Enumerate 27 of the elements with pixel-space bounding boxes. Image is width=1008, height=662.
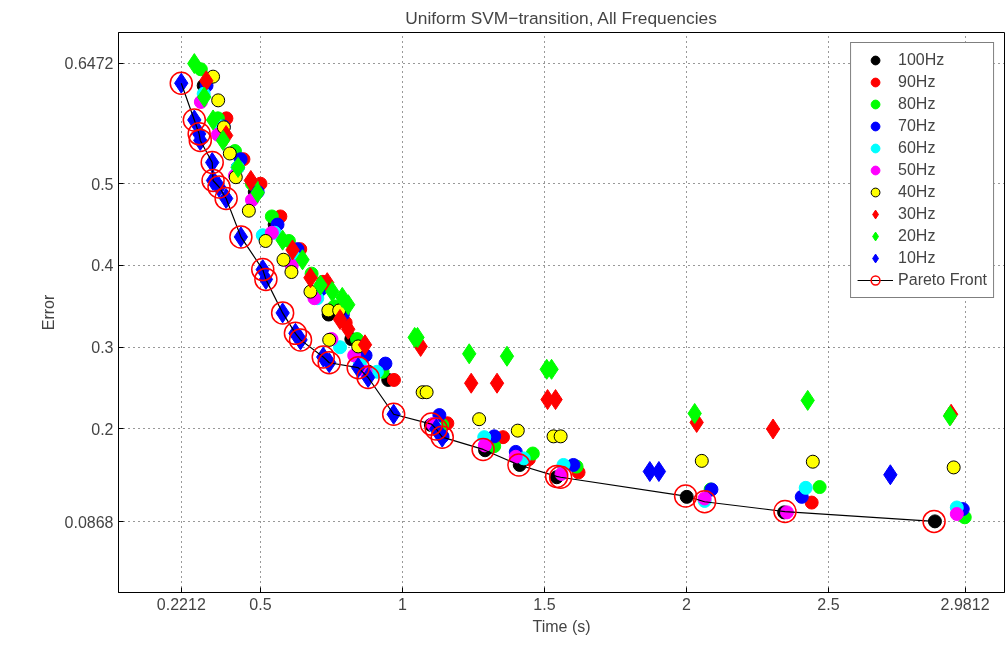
x-tick-label: 1.5 bbox=[533, 595, 556, 613]
legend-label: 90Hz bbox=[898, 73, 936, 91]
y-tick-label: 0.3 bbox=[91, 339, 114, 357]
x-axis-title: Time (s) bbox=[532, 617, 591, 635]
chart-title: Uniform SVM−transition, All Frequencies bbox=[405, 7, 718, 28]
legend-label: 50Hz bbox=[898, 161, 936, 179]
x-tick-label: 2 bbox=[682, 595, 691, 613]
y-tick-label: 0.5 bbox=[91, 175, 114, 193]
y-tick-label: 0.2 bbox=[91, 421, 114, 438]
legend-label: 80Hz bbox=[898, 95, 936, 113]
x-tick-label: 2.5 bbox=[817, 595, 840, 613]
x-tick-label: 0.5 bbox=[249, 595, 272, 613]
legend-label: 60Hz bbox=[898, 139, 936, 157]
legend-label: 70Hz bbox=[898, 117, 936, 135]
y-tick-label: 0.0868 bbox=[64, 513, 114, 531]
legend-label: 40Hz bbox=[898, 183, 936, 201]
x-tick-label: 2.9812 bbox=[940, 595, 990, 613]
y-axis-title: Error bbox=[39, 294, 57, 331]
legend-label: Pareto Front bbox=[898, 271, 987, 289]
legend-label: 20Hz bbox=[898, 227, 936, 245]
legend-label: 100Hz bbox=[898, 51, 945, 69]
y-tick-label: 0.4 bbox=[91, 257, 114, 275]
y-tick-label: 0.6472 bbox=[64, 55, 114, 73]
legend-label: 10Hz bbox=[898, 249, 936, 267]
legend-label: 30Hz bbox=[898, 205, 936, 223]
x-tick-label: 1 bbox=[398, 595, 408, 613]
x-tick-label: 0.2212 bbox=[156, 595, 206, 613]
